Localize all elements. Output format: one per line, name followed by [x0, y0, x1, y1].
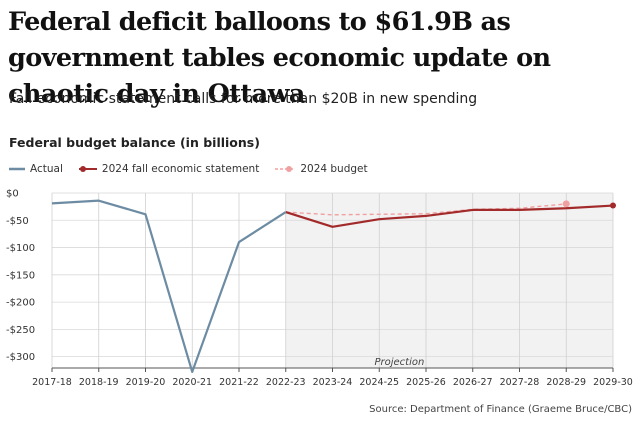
series-endpoint-2024-budget	[562, 200, 570, 208]
x-tick-label: 2022-23	[266, 377, 306, 388]
source-credit: Source: Department of Finance (Graeme Br…	[369, 404, 632, 415]
chart-legend: Actual 2024 fall economic statement 2024…	[9, 163, 384, 175]
legend-swatch-budget	[275, 166, 296, 172]
x-tick-label: 2028-29	[546, 377, 586, 388]
x-tick-label: 2024-25	[359, 377, 399, 388]
legend-swatch-actual	[9, 167, 25, 171]
y-tick-label: -$200	[6, 298, 35, 309]
x-tick-label: 2027-28	[500, 377, 540, 388]
legend-label-fall-statement: 2024 fall economic statement	[101, 163, 260, 175]
series-line-2024-fall-economic-statement	[285, 204, 614, 228]
y-tick-label: -$100	[6, 243, 35, 254]
projection-label: Projection	[374, 357, 424, 368]
x-tick-label: 2019-20	[126, 377, 166, 388]
y-tick-label: -$50	[6, 216, 29, 227]
x-tick-label: 2017-18	[32, 377, 72, 388]
budget-balance-chart: Projection $0 -$50 -$100 -$150 -$200 -$250 -$30…	[6, 189, 633, 389]
x-tick-label: 2029-30	[593, 377, 633, 388]
y-tick-label: $0	[6, 189, 19, 200]
x-tick-label: 2026-27	[453, 377, 493, 388]
projection-region	[285, 193, 613, 368]
y-tick-label: -$150	[6, 270, 35, 281]
x-tick-label: 2025-26	[406, 377, 446, 388]
series-endpoint-2024-fall-economic-statement	[610, 202, 616, 209]
legend-swatch-fall-statement	[78, 166, 97, 172]
x-tick-label: 2020-21	[172, 377, 212, 388]
headline: Federal deficit balloons to $61.9B as go…	[8, 7, 551, 109]
y-tick-label: -$300	[6, 352, 35, 363]
legend-item-fall-statement: 2024 fall economic statement	[78, 163, 260, 175]
series-line-actual	[51, 199, 287, 374]
y-tick-label: -$250	[6, 325, 35, 336]
x-tick-label: 2021-22	[219, 377, 259, 388]
legend-label-budget: 2024 budget	[300, 163, 368, 175]
series-line-2024-budget	[285, 203, 567, 216]
legend-item-actual: Actual	[9, 163, 63, 175]
subheadline: Fall economic statement calls for more t…	[9, 91, 478, 107]
x-tick-label: 2018-19	[79, 377, 119, 388]
legend-label-actual: Actual	[30, 163, 63, 175]
chart-title: Federal budget balance (in billions)	[9, 135, 260, 150]
legend-item-budget: 2024 budget	[275, 163, 368, 175]
x-tick-label: 2023-24	[313, 377, 353, 388]
